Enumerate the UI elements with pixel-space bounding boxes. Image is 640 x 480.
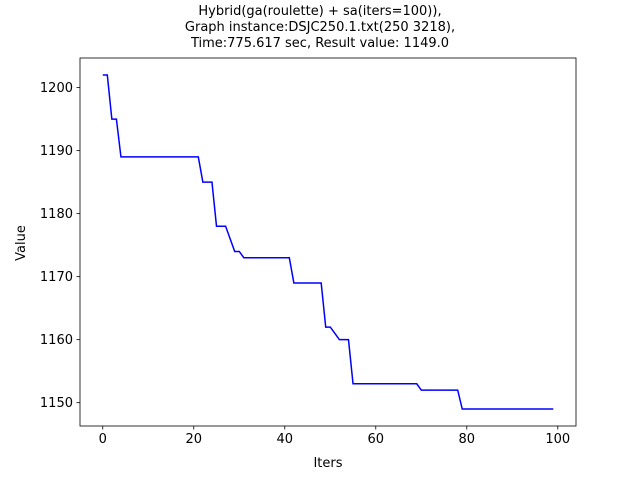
chart-title-line-3: Time:775.617 sec, Result value: 1149.0 <box>190 36 450 51</box>
x-tick-label: 60 <box>368 432 385 447</box>
y-tick-label: 1180 <box>40 207 73 222</box>
x-axis-label: Iters <box>313 456 342 471</box>
plot-frame <box>79 57 577 427</box>
x-tick-label: 20 <box>185 432 202 447</box>
x-tick-label: 0 <box>99 432 107 447</box>
x-axis: 0 20 40 60 80 100 <box>99 426 570 447</box>
y-axis-label: Value <box>14 225 29 261</box>
x-tick-label: 40 <box>276 432 293 447</box>
plot-area <box>79 57 577 427</box>
series-line-0 <box>102 74 554 410</box>
x-tick-label: 100 <box>545 432 570 447</box>
y-tick-label: 1200 <box>40 81 73 96</box>
x-tick-label: 80 <box>459 432 476 447</box>
y-tick-label: 1150 <box>40 396 73 411</box>
chart-title-line-1: Hybrid(ga(roulette) + sa(iters=100)), <box>198 4 442 19</box>
y-tick-label: 1160 <box>40 333 73 348</box>
y-tick-label: 1170 <box>40 270 73 285</box>
y-tick-label: 1190 <box>40 144 73 159</box>
y-axis: 1150 1160 1170 1180 1190 1200 <box>40 81 80 411</box>
chart-title-line-2: Graph instance:DSJC250.1.txt(250 3218), <box>184 20 456 35</box>
